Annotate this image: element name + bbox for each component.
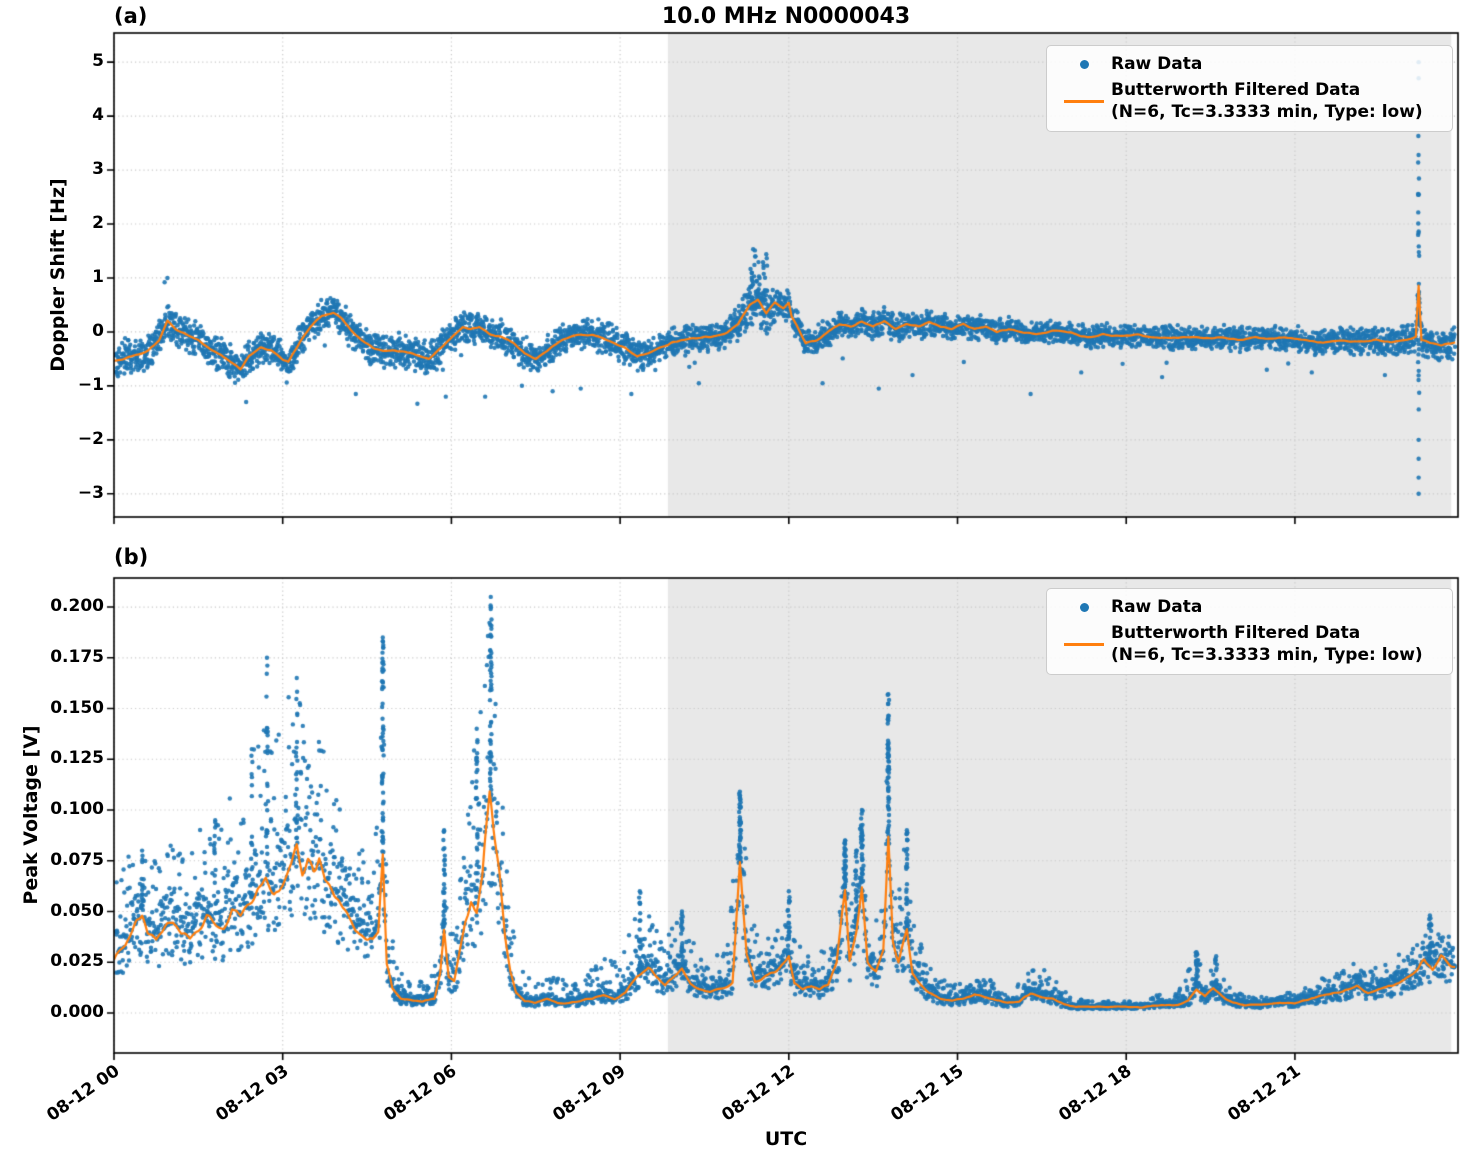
x-axis-label: UTC: [764, 1128, 808, 1150]
panel-a-legend: Raw Data Butterworth Filtered Data (N=6,…: [1046, 45, 1453, 133]
y-tick-label: 0.100: [50, 799, 104, 820]
y-tick-label: −1: [77, 374, 104, 395]
y-tick-label: 0.150: [50, 697, 104, 718]
y-tick-label: 4: [92, 105, 104, 126]
y-tick-label: 1: [92, 266, 104, 287]
filtered-line-sample-icon: [1064, 642, 1104, 647]
filtered-line-sample-icon: [1064, 99, 1104, 104]
y-tick-label: 2: [92, 213, 104, 233]
legend-filtered-entry: Butterworth Filtered Data (N=6, Tc=3.333…: [1057, 623, 1442, 667]
y-tick-label: 0.025: [50, 951, 104, 972]
y-tick-label: 5: [92, 51, 104, 72]
legend-filtered-entry: Butterworth Filtered Data (N=6, Tc=3.333…: [1057, 80, 1442, 124]
legend-filtered-label-line2: (N=6, Tc=3.3333 min, Type: low): [1111, 644, 1423, 665]
legend-filtered-label-line1: Butterworth Filtered Data: [1111, 79, 1361, 100]
y-tick-label: −3: [77, 482, 104, 503]
y-tick-label: 0.200: [50, 596, 104, 617]
raw-data-marker-icon: [1079, 603, 1089, 613]
raw-data-marker-icon: [1079, 60, 1089, 70]
legend-raw-entry: Raw Data: [1057, 54, 1442, 76]
panel-b-legend: Raw Data Butterworth Filtered Data (N=6,…: [1046, 588, 1453, 676]
y-tick-label: −2: [77, 428, 104, 449]
panel-b-label: (b): [114, 545, 149, 569]
legend-raw-label: Raw Data: [1111, 597, 1203, 617]
y-tick-label: 0.050: [50, 900, 104, 921]
legend-raw-entry: Raw Data: [1057, 597, 1442, 619]
y-tick-label: 0.075: [50, 849, 104, 870]
y-tick-label: 3: [92, 159, 104, 180]
y-tick-label: 0.175: [50, 646, 104, 667]
chart-title: 10.0 MHz N0000043: [661, 4, 911, 29]
panel-a-label: (a): [114, 4, 148, 28]
legend-filtered-label-line2: (N=6, Tc=3.3333 min, Type: low): [1111, 101, 1423, 122]
y-tick-label: 0.000: [50, 1002, 104, 1022]
legend-raw-label: Raw Data: [1111, 54, 1203, 74]
y-tick-label: 0.125: [50, 748, 104, 769]
legend-filtered-label-line1: Butterworth Filtered Data: [1111, 622, 1361, 643]
y-tick-label: 0: [92, 320, 104, 341]
